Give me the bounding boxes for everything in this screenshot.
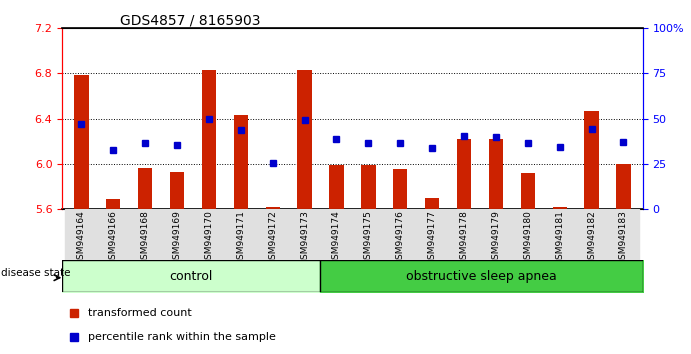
- Text: GSM949181: GSM949181: [555, 210, 565, 265]
- Bar: [512, 209, 544, 260]
- Text: GDS4857 / 8165903: GDS4857 / 8165903: [120, 13, 261, 27]
- Bar: [520, 173, 535, 209]
- Text: transformed count: transformed count: [88, 308, 192, 318]
- Text: disease state: disease state: [1, 268, 71, 278]
- Bar: [416, 209, 448, 260]
- Bar: [161, 209, 193, 260]
- Text: GSM949169: GSM949169: [173, 210, 182, 265]
- Bar: [193, 209, 225, 260]
- Bar: [202, 70, 216, 209]
- Bar: [448, 209, 480, 260]
- Bar: [74, 75, 88, 209]
- Text: GSM949173: GSM949173: [300, 210, 309, 265]
- Bar: [553, 207, 567, 209]
- Bar: [297, 70, 312, 209]
- Text: GSM949168: GSM949168: [140, 210, 150, 265]
- Text: GSM949164: GSM949164: [77, 210, 86, 265]
- Text: GSM949174: GSM949174: [332, 210, 341, 265]
- Bar: [289, 209, 321, 260]
- Text: GSM949175: GSM949175: [364, 210, 373, 265]
- Bar: [544, 209, 576, 260]
- Bar: [138, 168, 152, 209]
- Bar: [257, 209, 289, 260]
- Bar: [352, 209, 384, 260]
- Bar: [66, 209, 97, 260]
- Bar: [425, 198, 439, 209]
- Text: GSM949183: GSM949183: [619, 210, 628, 265]
- Text: GSM949170: GSM949170: [205, 210, 214, 265]
- Bar: [97, 209, 129, 260]
- Bar: [234, 115, 248, 209]
- Bar: [607, 209, 639, 260]
- Bar: [330, 165, 343, 209]
- Bar: [457, 139, 471, 209]
- Text: GSM949177: GSM949177: [428, 210, 437, 265]
- Bar: [384, 209, 416, 260]
- Text: GSM949180: GSM949180: [523, 210, 532, 265]
- Bar: [489, 139, 503, 209]
- Text: obstructive sleep apnea: obstructive sleep apnea: [406, 270, 557, 282]
- Bar: [106, 199, 120, 209]
- Bar: [225, 209, 257, 260]
- Text: GSM949179: GSM949179: [491, 210, 500, 265]
- Bar: [361, 165, 375, 209]
- Bar: [321, 209, 352, 260]
- Text: GSM949178: GSM949178: [460, 210, 468, 265]
- Text: percentile rank within the sample: percentile rank within the sample: [88, 332, 276, 342]
- Bar: [480, 209, 512, 260]
- Bar: [129, 209, 161, 260]
- Bar: [170, 172, 184, 209]
- Bar: [585, 111, 599, 209]
- Text: GSM949172: GSM949172: [268, 210, 277, 265]
- Text: GSM949171: GSM949171: [236, 210, 245, 265]
- Bar: [393, 169, 408, 209]
- Text: GSM949166: GSM949166: [108, 210, 117, 265]
- Text: control: control: [169, 270, 213, 282]
- Text: GSM949176: GSM949176: [396, 210, 405, 265]
- Text: GSM949182: GSM949182: [587, 210, 596, 265]
- Bar: [616, 164, 631, 209]
- Bar: [576, 209, 607, 260]
- Bar: [265, 207, 280, 209]
